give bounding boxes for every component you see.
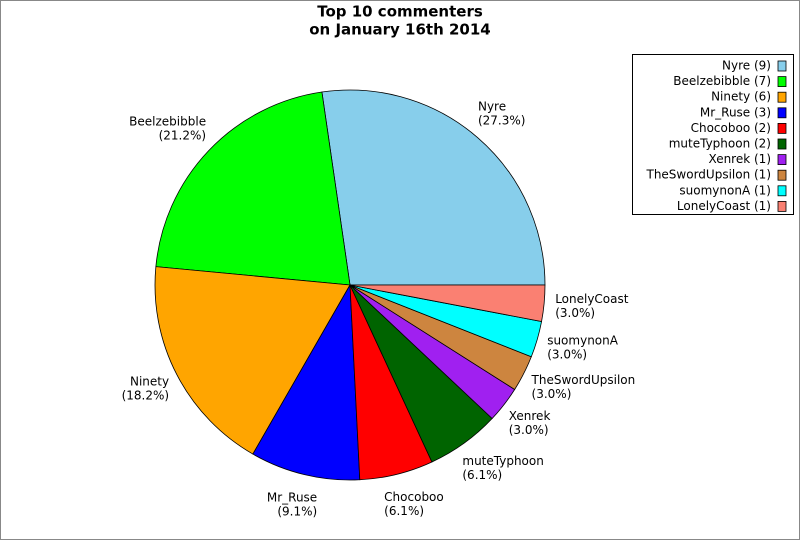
legend-label: Xenrek (1) bbox=[709, 152, 771, 166]
legend-label: muteTyphoon (2) bbox=[669, 137, 771, 151]
legend-swatch bbox=[777, 76, 787, 87]
legend-swatch bbox=[777, 154, 787, 166]
legend-swatch bbox=[777, 138, 787, 150]
legend-label: Ninety (6) bbox=[711, 90, 771, 104]
slice-label: Mr_Ruse bbox=[267, 490, 317, 504]
legend-swatch bbox=[777, 185, 787, 197]
slice-label: Nyre bbox=[478, 99, 506, 113]
legend-swatch bbox=[777, 123, 787, 134]
slice-label: Beelzebibble bbox=[129, 115, 206, 129]
pie-slice bbox=[349, 284, 546, 323]
legend-label: Beelzebibble (7) bbox=[673, 74, 771, 88]
chart-title: Top 10 commenters bbox=[317, 3, 483, 21]
slice-value-label: (18.2%) bbox=[122, 388, 169, 402]
legend-swatch bbox=[777, 107, 787, 119]
legend-swatch bbox=[777, 60, 787, 72]
slice-value-label: (3.0%) bbox=[532, 387, 572, 401]
legend-label: Nyre (9) bbox=[722, 59, 771, 73]
slice-value-label: (27.3%) bbox=[478, 113, 525, 127]
slice-value-label: (6.1%) bbox=[462, 468, 502, 482]
legend-swatch bbox=[777, 91, 787, 103]
slice-label: LonelyCoast bbox=[555, 292, 629, 306]
slice-label: Chocoboo bbox=[384, 490, 444, 504]
slice-value-label: (3.0%) bbox=[509, 423, 549, 437]
slice-label: Ninety bbox=[130, 374, 169, 388]
legend-box bbox=[632, 54, 794, 215]
slice-value-label: (3.0%) bbox=[547, 348, 587, 362]
slice-label: muteTyphoon bbox=[462, 454, 543, 468]
slice-label: TheSwordUpsilon bbox=[531, 373, 636, 387]
legend-label: Mr_Ruse (3) bbox=[700, 105, 771, 119]
slice-value-label: (9.1%) bbox=[277, 504, 317, 518]
legend-label: LonelyCoast (1) bbox=[677, 199, 771, 213]
pie-slice bbox=[252, 283, 361, 481]
slice-value-label: (3.0%) bbox=[555, 306, 595, 320]
slice-value-label: (21.2%) bbox=[159, 129, 206, 143]
slice-label: Xenrek bbox=[509, 409, 551, 423]
pie-slice bbox=[154, 266, 351, 455]
chart-title: on January 16th 2014 bbox=[309, 21, 490, 39]
legend-label: Chocoboo (2) bbox=[691, 121, 771, 135]
pie-slice bbox=[321, 89, 546, 286]
legend-swatch bbox=[777, 200, 787, 212]
legend-label: TheSwordUpsilon (1) bbox=[645, 168, 771, 182]
slice-value-label: (6.1%) bbox=[384, 504, 424, 518]
slice-label: suomynonA bbox=[547, 334, 619, 348]
legend-label: suomynonA (1) bbox=[679, 183, 771, 197]
pie-slice bbox=[155, 91, 351, 286]
legend-swatch bbox=[777, 169, 787, 181]
